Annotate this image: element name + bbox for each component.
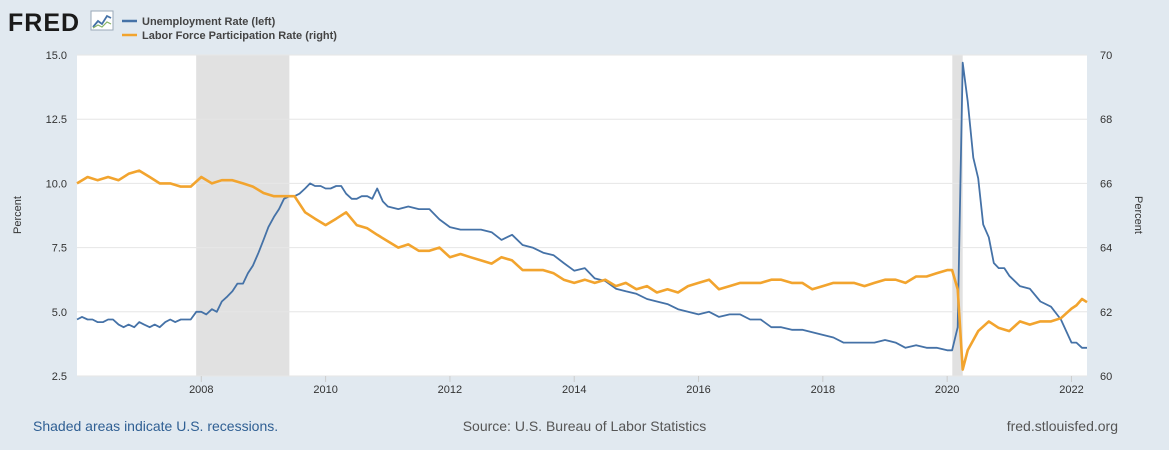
left-tick-label: 12.5 xyxy=(46,114,67,126)
right-tick-label: 68 xyxy=(1100,114,1112,126)
fred-logo[interactable]: FRED xyxy=(8,9,114,37)
x-tick-label: 2016 xyxy=(686,384,710,396)
legend-label-unemployment: Unemployment Rate (left) xyxy=(142,16,276,28)
legend-label-participation: Labor Force Participation Rate (right) xyxy=(142,30,337,42)
right-tick-label: 62 xyxy=(1100,307,1112,319)
series-layer xyxy=(76,61,1088,371)
right-tick-label: 66 xyxy=(1100,178,1112,190)
x-tick-label: 2012 xyxy=(438,384,462,396)
series-line-participation[interactable] xyxy=(76,169,1088,371)
x-axis-ticks: 2008 2010 2012 2014 2016 2018 2020 2022 xyxy=(189,376,1084,396)
x-tick-label: 2010 xyxy=(313,384,337,396)
x-tick-label: 2022 xyxy=(1059,384,1083,396)
legend: Unemployment Rate (left) Labor Force Par… xyxy=(122,16,337,42)
left-tick-label: 5.0 xyxy=(52,307,67,319)
x-tick-label: 2018 xyxy=(811,384,835,396)
series-line-unemployment[interactable] xyxy=(76,61,1087,352)
x-tick-label: 2014 xyxy=(562,384,586,396)
left-tick-label: 15.0 xyxy=(46,50,67,62)
recessions-note-link[interactable]: Shaded areas indicate U.S. recessions. xyxy=(33,418,279,434)
left-tick-label: 7.5 xyxy=(52,243,67,255)
right-axis-ticks: 70 68 66 64 62 60 xyxy=(1100,50,1112,383)
left-tick-label: 2.5 xyxy=(52,371,67,383)
right-axis-title: Percent xyxy=(1132,196,1144,234)
x-tick-label: 2008 xyxy=(189,384,213,396)
right-tick-label: 64 xyxy=(1100,243,1112,255)
right-tick-label: 60 xyxy=(1100,371,1112,383)
source-note: Source: U.S. Bureau of Labor Statistics xyxy=(462,418,707,434)
fred-logo-graph-icon xyxy=(90,10,114,31)
left-axis-title: Percent xyxy=(12,196,24,234)
site-url[interactable]: fred.stlouisfed.org xyxy=(1006,418,1118,434)
chart: FRED Unemployment Rate (left) Labor Forc… xyxy=(8,9,1144,396)
right-tick-label: 70 xyxy=(1100,50,1112,62)
x-tick-label: 2020 xyxy=(935,384,959,396)
left-axis-ticks: 15.0 12.5 10.0 7.5 5.0 2.5 xyxy=(46,50,67,383)
left-tick-label: 10.0 xyxy=(46,178,67,190)
recession-band-1 xyxy=(952,55,963,376)
fred-logo-text: FRED xyxy=(8,9,80,37)
